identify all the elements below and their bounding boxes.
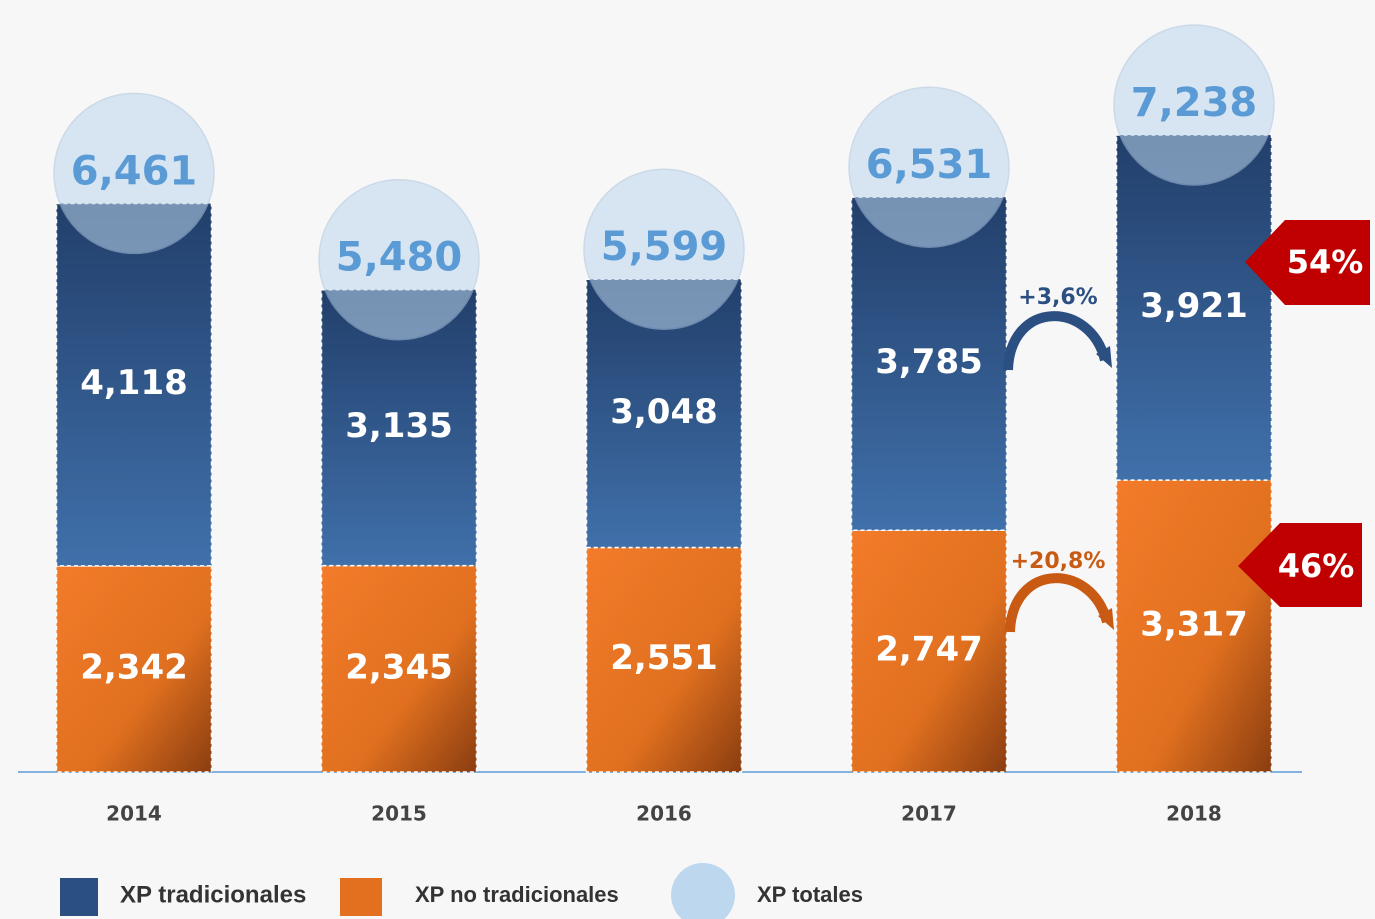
callout [1238, 523, 1362, 607]
total-label: 6,461 [71, 148, 198, 194]
total-bubble [1113, 24, 1275, 186]
bar-segment [850, 196, 1008, 531]
legend-swatch [340, 878, 382, 916]
x-tick-label: 2017 [901, 802, 957, 826]
bar-segment [1115, 134, 1273, 481]
value-label: 2,551 [610, 638, 718, 678]
bar-segment [585, 546, 743, 773]
legend-swatch [60, 878, 98, 916]
x-tick-label: 2014 [106, 802, 162, 826]
arrow [1005, 573, 1112, 633]
x-tick-label: 2016 [636, 802, 692, 826]
total-bubble [848, 86, 1010, 248]
callout [1245, 220, 1370, 305]
legend-swatch [671, 863, 735, 919]
value-label: 3,921 [1140, 286, 1248, 326]
x-tick-label: 2015 [371, 802, 427, 826]
annotation: 54% [1287, 243, 1364, 281]
total-label: 6,531 [866, 142, 993, 188]
x-tick-label: 2018 [1166, 802, 1222, 826]
bar-segment [850, 529, 1008, 773]
total-bubble [583, 168, 745, 330]
annotation: 46% [1278, 547, 1355, 585]
value-label: 3,135 [345, 406, 453, 446]
value-label: 4,118 [80, 363, 188, 403]
arrow [1003, 311, 1110, 371]
legend-label: XP no tradicionales [415, 882, 619, 907]
legend-label: XP tradicionales [120, 881, 306, 908]
total-label: 7,238 [1131, 80, 1258, 126]
bar-segment [55, 202, 213, 567]
value-label: 2,747 [875, 630, 983, 670]
total-label: 5,480 [336, 235, 463, 281]
arrow-head [1098, 608, 1114, 630]
value-label: 2,345 [345, 647, 453, 687]
arrow-head [1096, 346, 1112, 368]
total-label: 5,599 [601, 224, 728, 270]
legend-label: XP totales [757, 882, 863, 907]
total-bubble [318, 178, 480, 341]
value-label: 3,317 [1140, 605, 1248, 645]
value-label: 2,342 [80, 647, 188, 687]
bar-segment [320, 564, 478, 773]
value-label: 3,785 [875, 342, 983, 382]
total-bubble [53, 92, 215, 255]
annotation: +20,8% [1011, 549, 1106, 574]
annotation: +3,6% [1018, 285, 1097, 310]
value-label: 3,048 [610, 392, 718, 432]
